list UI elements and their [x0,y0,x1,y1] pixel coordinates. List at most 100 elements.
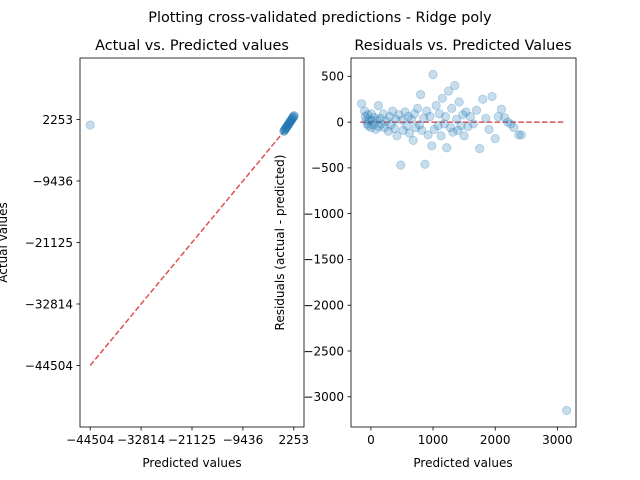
scatter-point [376,119,387,129]
scatter-point [392,131,402,141]
scatter-point [287,114,297,125]
scatter-point [425,112,435,122]
scatter-point [363,121,374,131]
x-tick-label: −9436 [223,433,264,447]
scatter-point [288,112,298,123]
scatter-point [409,109,419,119]
scatter-point [398,125,408,135]
scatter-point [516,130,526,140]
scatter-point [493,112,503,122]
scatter-point [365,114,375,124]
plot-frame-right [350,57,577,428]
scatter-point [514,130,524,140]
scatter-point [439,119,449,129]
scatter-point [481,113,491,124]
scatter-point [286,116,296,126]
scatter-point [389,123,400,134]
scatter-point [283,119,294,129]
scatter-point [437,93,447,103]
scatter-point [370,112,380,123]
scatter-point [459,131,469,141]
scatter-point [434,109,444,119]
scatter-point [284,118,294,129]
reference-line [89,119,295,366]
scatter-point [287,113,298,123]
scatter-point [285,116,295,127]
scatter-point [384,112,395,122]
x-tick-label: 3000 [542,433,573,447]
scatter-point [456,121,466,131]
scatter-point [463,122,473,132]
scatter-point [285,117,295,127]
scatter-point [404,128,415,138]
scatter-point [433,121,443,131]
scatter-point [412,103,423,113]
scatter-point [373,101,383,111]
scatter-point [284,118,295,128]
scatter-point [282,121,292,131]
scatter-point [85,120,95,130]
scatter-point [283,120,293,131]
scatter-point [506,119,516,129]
scatter-point [363,110,373,120]
scatter-point [383,126,393,136]
x-tick-label: 0 [367,433,375,447]
scatter-point [406,114,416,124]
y-tick-label: −1500 [303,253,344,267]
scatter-point [374,122,384,132]
scatter-point [445,122,456,133]
scatter-point [450,80,460,91]
scatter-point [371,124,381,135]
scatter-point [362,119,372,129]
scatter-point [279,126,289,136]
y-tick-label: −500 [311,161,344,175]
scatter-point [386,120,396,130]
scatter-point [478,94,488,104]
scatter-point [360,112,370,122]
scatter-point [461,107,471,117]
scatter-point [356,99,367,109]
scatter-point [400,107,410,117]
x-tick-label: −21125 [168,433,216,447]
scatter-point [403,112,413,122]
scatter-point [423,130,433,140]
scatter-point [471,105,482,115]
x-tick-label: −32814 [117,433,165,447]
y-axis-label-right: Residuals (actual - predicted) [273,155,287,331]
scatter-point [411,122,421,133]
scatter-point [458,110,468,120]
scatter-point [452,114,462,124]
y-tick-label: −2500 [303,344,344,358]
scatter-point [375,113,385,124]
scatter-point [440,112,451,122]
scatter-point [419,113,429,124]
scatter-point [367,116,377,126]
y-tick-label: 0 [336,115,344,129]
y-tick-label: −9436 [32,174,73,188]
scatter-point [436,131,446,141]
scatter-point [289,110,299,121]
scatter-point [408,135,418,146]
scatter-point [368,120,378,130]
scatter-point [420,159,430,169]
scatter-point [429,124,439,135]
x-tick-label: 2253 [279,433,310,447]
scatter-point [283,120,293,130]
scatter-point [490,133,500,144]
scatter-point [431,101,441,111]
scatter-point [487,91,497,102]
scatter-point [503,117,513,127]
actual-vs-predicted-panel: Actual vs. Predicted values −44504 −32814… [0,38,309,470]
scatter-point [442,143,452,153]
scatter-point [496,104,507,114]
y-tick-label: −44504 [25,359,73,373]
y-tick-label: −1000 [303,207,344,221]
scatter-point [454,97,464,107]
scatter-point [394,110,404,120]
scatter-point [286,115,296,125]
scatter-point [281,122,292,133]
scatter-point [378,109,388,119]
scatter-point [562,405,572,416]
scatter-point [448,127,458,137]
